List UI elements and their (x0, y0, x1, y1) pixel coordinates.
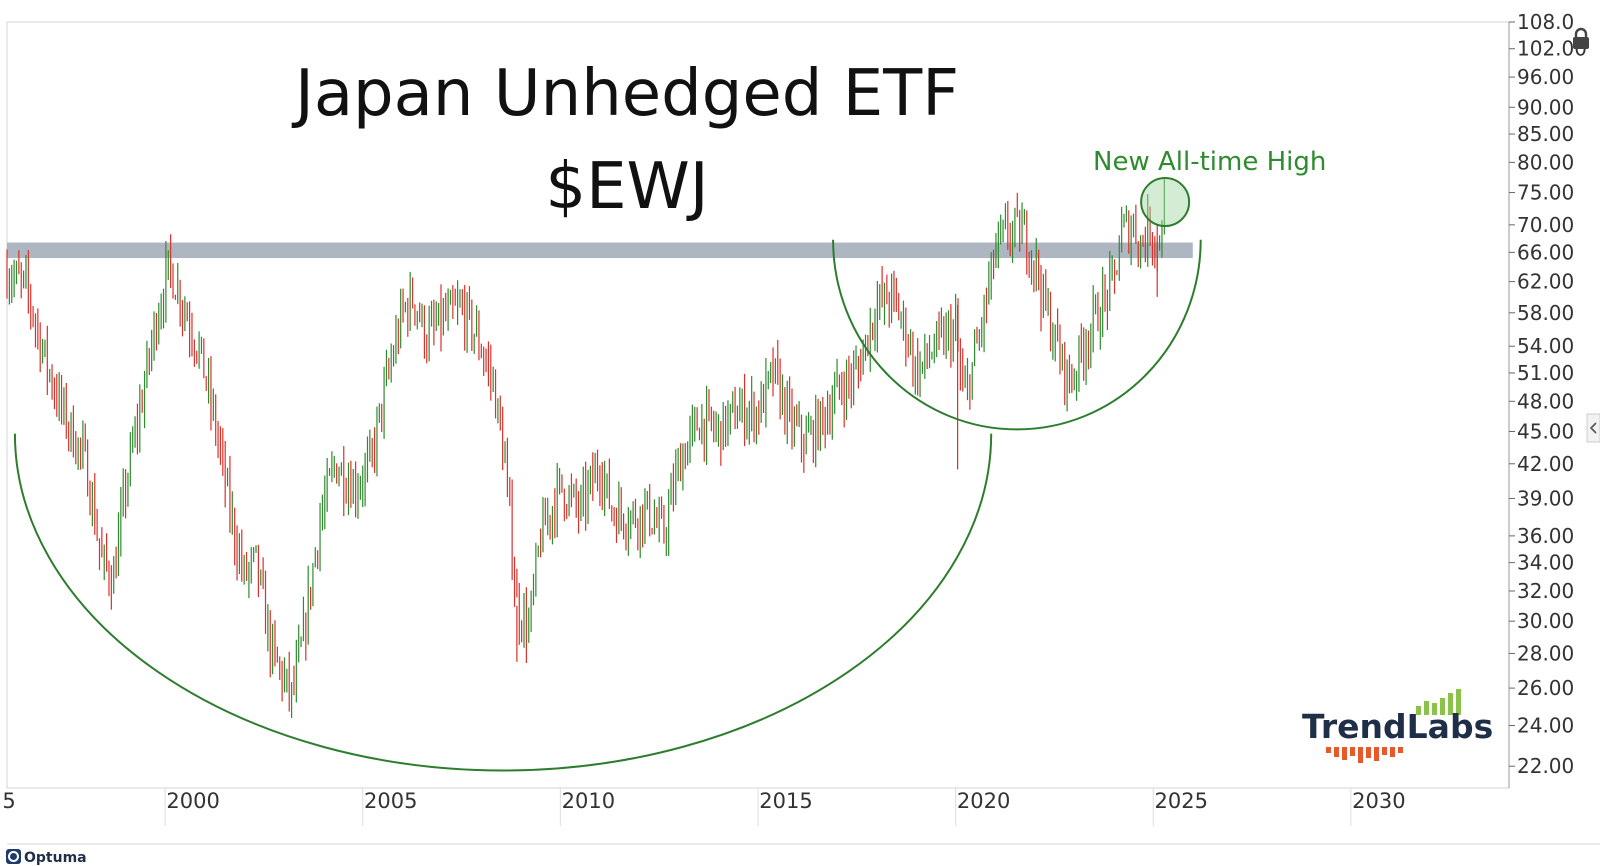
y-tick-label: 28.00 (1517, 641, 1574, 665)
y-tick-label: 75.00 (1517, 181, 1574, 205)
y-tick-label: 80.00 (1517, 150, 1574, 174)
trendlabs-wordmark: TrendLabs (1302, 707, 1493, 746)
x-axis: 5 2000 2005 2010 2015 2020 2025 2030 (2, 789, 1405, 813)
resistance-zone (7, 242, 1193, 259)
y-tick-label: 42.00 (1517, 452, 1574, 476)
x-gridlines (164, 788, 1352, 826)
x-tick-label: 2020 (957, 789, 1010, 813)
resistance-band (7, 242, 1193, 259)
y-tick-label: 22.00 (1517, 754, 1574, 778)
y-tick-label: 32.00 (1517, 579, 1574, 603)
x-tick-label: 2015 (759, 789, 812, 813)
all-time-high-marker (1140, 177, 1191, 228)
y-tick-label: 108.0 (1517, 10, 1574, 34)
optuma-logo: Optuma (6, 849, 87, 866)
price-candles (6, 179, 1165, 718)
x-tick-label: 2005 (364, 789, 417, 813)
recent-cup-arc (832, 239, 1202, 430)
y-tick-label: 45.00 (1517, 420, 1574, 444)
y-tick-label: 85.00 (1517, 122, 1574, 146)
x-tick-label: 2025 (1155, 789, 1208, 813)
y-tick-label: 26.00 (1517, 676, 1574, 700)
trendlabs-logo: TrendLabs (1302, 689, 1493, 763)
y-tick-label: 34.00 (1517, 551, 1574, 575)
y-tick-label: 51.00 (1517, 361, 1574, 385)
y-tick-label: 90.00 (1517, 95, 1574, 119)
all-time-high-annotation: New All-time High (1093, 147, 1326, 177)
lock-icon[interactable] (1573, 27, 1589, 49)
x-tick-label: 2030 (1352, 789, 1405, 813)
y-tick-label: 54.00 (1517, 334, 1574, 358)
pattern-arcs (13, 177, 1202, 772)
x-tick-label: 2000 (166, 789, 219, 813)
x-tick-label: 2010 (562, 789, 615, 813)
y-tick-label: 30.00 (1517, 609, 1574, 633)
plot-frame (6, 21, 1510, 789)
y-tick-label: 48.00 (1517, 389, 1574, 413)
chevron-left-icon[interactable] (1586, 413, 1600, 443)
y-tick-label: 66.00 (1517, 240, 1574, 264)
y-tick-label: 36.00 (1517, 524, 1574, 548)
y-tick-label: 39.00 (1517, 486, 1574, 510)
y-tick-label: 96.00 (1517, 65, 1574, 89)
chart-subtitle: $EWJ (545, 150, 708, 224)
y-tick-label: 24.00 (1517, 714, 1574, 738)
y-axis: 108.0102.0096.0090.0085.0080.0075.0070.0… (1509, 10, 1587, 778)
long-term-base-arc (13, 433, 993, 772)
optuma-wordmark: Optuma (24, 850, 87, 866)
x-tick-label: 5 (2, 789, 15, 813)
y-tick-label: 58.00 (1517, 301, 1574, 325)
y-tick-label: 70.00 (1517, 213, 1574, 237)
chart-title: Japan Unhedged ETF (291, 57, 959, 131)
y-tick-label: 62.00 (1517, 270, 1574, 294)
